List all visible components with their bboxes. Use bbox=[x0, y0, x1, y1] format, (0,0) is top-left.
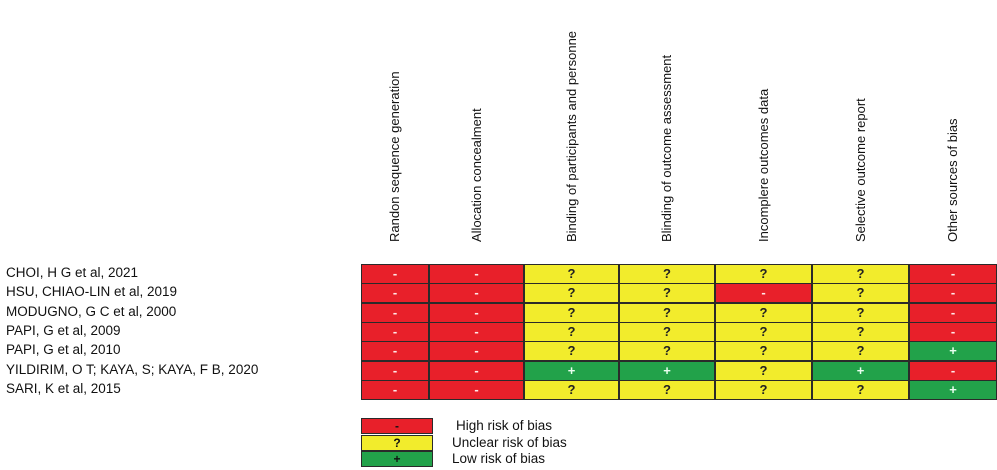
risk-cell: - bbox=[361, 341, 429, 362]
risk-cell: - bbox=[361, 360, 429, 381]
study-label: CHOI, H G et al, 2021 bbox=[6, 265, 139, 280]
risk-cell: - bbox=[909, 302, 997, 323]
risk-cell: ? bbox=[619, 321, 715, 342]
risk-cell: - bbox=[429, 360, 524, 381]
risk-cell: - bbox=[361, 321, 429, 342]
study-label: PAPI, G et al, 2010 bbox=[6, 342, 121, 358]
risk-cell: - bbox=[361, 379, 429, 400]
risk-cell: - bbox=[909, 264, 997, 284]
risk-cell: + bbox=[909, 379, 997, 400]
study-label: PAPI, G et al, 2009 bbox=[6, 322, 121, 338]
column-header-label: Incomplere outcomes data bbox=[755, 88, 771, 242]
risk-cell: ? bbox=[812, 283, 909, 304]
risk-cell: ? bbox=[619, 341, 715, 362]
risk-cell: - bbox=[429, 341, 524, 362]
column-header-label: Blinding of outcome assessment bbox=[659, 54, 674, 242]
risk-cell: ? bbox=[715, 379, 812, 400]
risk-cell: - bbox=[361, 283, 429, 304]
risk-cell: ? bbox=[715, 302, 812, 323]
risk-cell: ? bbox=[812, 302, 909, 323]
column-header-label: Binding of participants and personne bbox=[563, 30, 579, 242]
column-header-label: Selective outcome report bbox=[852, 98, 868, 242]
risk-cell: - bbox=[429, 264, 524, 284]
risk-cell: - bbox=[429, 321, 524, 342]
risk-cell: ? bbox=[715, 264, 812, 284]
study-label: HSU, CHIAO-LIN et al, 2019 bbox=[6, 284, 178, 300]
risk-cell: - bbox=[715, 283, 812, 304]
legend-label: Low risk of bias bbox=[452, 451, 546, 466]
study-label: YILDIRIM, O T; KAYA, S; KAYA, F B, 2020 bbox=[6, 361, 259, 377]
risk-cell: ? bbox=[619, 264, 715, 284]
column-header-label: Randon sequence generation bbox=[387, 71, 402, 242]
study-label: SARI, K et al, 2015 bbox=[6, 380, 121, 396]
column-header-label: Allocation concealment bbox=[468, 108, 484, 242]
risk-cell: + bbox=[812, 360, 909, 381]
risk-cell: ? bbox=[524, 341, 619, 362]
risk-cell: ? bbox=[715, 360, 812, 381]
risk-cell: ? bbox=[619, 302, 715, 323]
risk-cell: - bbox=[909, 321, 997, 342]
legend-label: Unclear risk of bias bbox=[452, 434, 567, 450]
risk-cell: - bbox=[909, 360, 997, 381]
risk-cell: - bbox=[361, 264, 429, 284]
risk-cell: - bbox=[429, 283, 524, 304]
legend-swatch: + bbox=[361, 451, 433, 467]
risk-cell: - bbox=[361, 302, 429, 323]
risk-cell: ? bbox=[619, 379, 715, 400]
risk-cell: ? bbox=[619, 283, 715, 304]
legend-swatch: ? bbox=[361, 434, 433, 451]
risk-cell: ? bbox=[524, 264, 619, 284]
risk-cell: ? bbox=[715, 321, 812, 342]
risk-cell: - bbox=[429, 379, 524, 400]
column-header-label: Other sources of bias bbox=[945, 118, 960, 242]
risk-cell: + bbox=[909, 341, 997, 362]
risk-cell: ? bbox=[812, 321, 909, 342]
risk-cell: ? bbox=[524, 302, 619, 323]
risk-cell: ? bbox=[812, 341, 909, 362]
risk-cell: + bbox=[619, 360, 715, 381]
risk-cell: ? bbox=[524, 379, 619, 400]
risk-cell: ? bbox=[812, 264, 909, 284]
risk-cell: ? bbox=[524, 321, 619, 342]
risk-cell: + bbox=[524, 360, 619, 381]
risk-cell: ? bbox=[524, 283, 619, 304]
risk-cell: - bbox=[909, 283, 997, 304]
risk-cell: - bbox=[429, 302, 524, 323]
study-label: MODUGNO, G C et al, 2000 bbox=[6, 303, 177, 319]
risk-cell: ? bbox=[715, 341, 812, 362]
legend-label: High risk of bias bbox=[456, 418, 553, 433]
legend-swatch: - bbox=[361, 418, 433, 434]
risk-cell: ? bbox=[812, 379, 909, 400]
